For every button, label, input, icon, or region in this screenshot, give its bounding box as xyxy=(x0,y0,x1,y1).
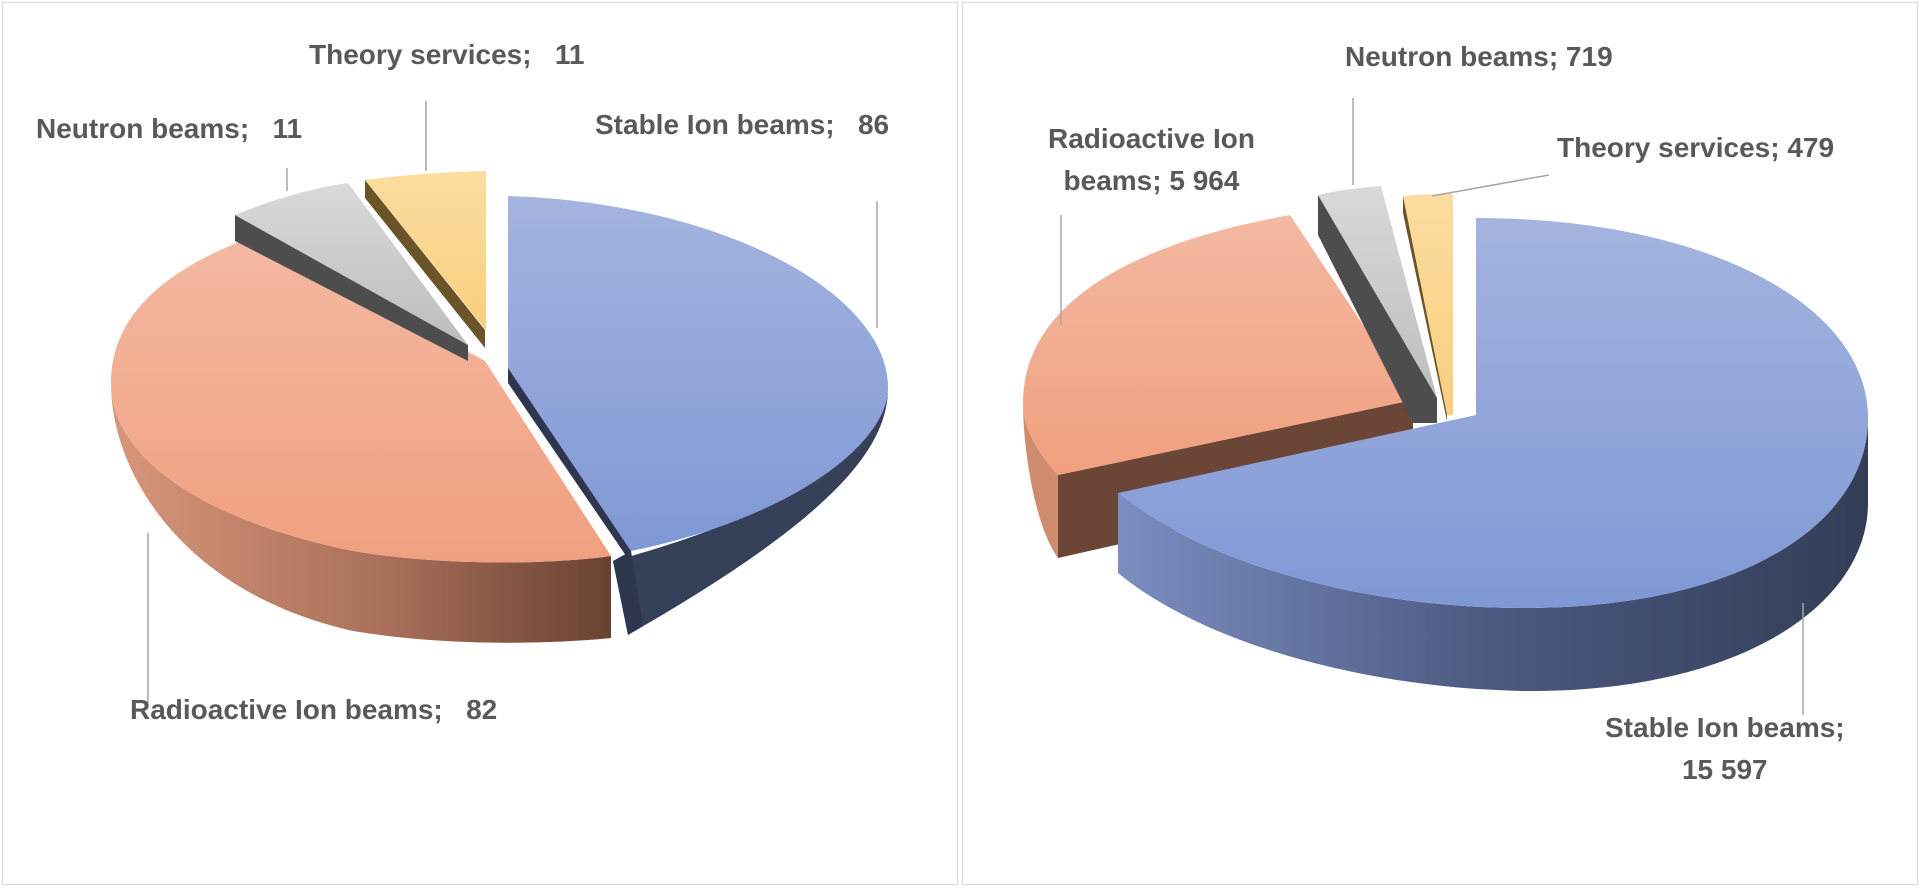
slice-theory-services xyxy=(365,171,486,348)
label-stable-ion-beams-right: Stable Ion beams; 15 597 xyxy=(1605,712,1845,785)
label-theory-services-left: Theory services; 11 xyxy=(309,39,585,70)
label-theory-services-right: Theory services; 479 xyxy=(1557,132,1835,163)
label-radioactive-ion-beams-right: Radioactive Ion beams; 5 964 xyxy=(1048,123,1255,196)
slice-radioactive-ion-beams xyxy=(111,236,611,643)
leader-lines-right xyxy=(1060,98,1804,715)
label-neutron-beams-left: Neutron beams; 11 xyxy=(36,113,303,144)
slice-neutron-beams xyxy=(235,183,468,361)
chart-panel-right: Neutron beams; 719 Radioactive Ion beams… xyxy=(962,2,1918,885)
label-radioactive-ion-beams-left: Radioactive Ion beams; 82 xyxy=(130,694,498,725)
slice-stable-ion-beams xyxy=(508,196,888,635)
chart-panel-left: Theory services; 11 Neutron beams; 11 St… xyxy=(2,2,958,885)
label-neutron-beams-right: Neutron beams; 719 xyxy=(1345,41,1613,72)
slice-neutron-beams xyxy=(1318,186,1437,423)
label-stable-ion-beams-left: Stable Ion beams; 86 xyxy=(595,109,890,140)
slice-theory-services xyxy=(1403,194,1453,421)
pie-chart-right xyxy=(1023,98,1868,715)
slice-stable-ion-beams xyxy=(1118,218,1868,692)
leader-lines-left xyxy=(147,101,878,703)
leader-line-theory xyxy=(1431,174,1550,197)
pie-chart-left xyxy=(111,101,888,703)
